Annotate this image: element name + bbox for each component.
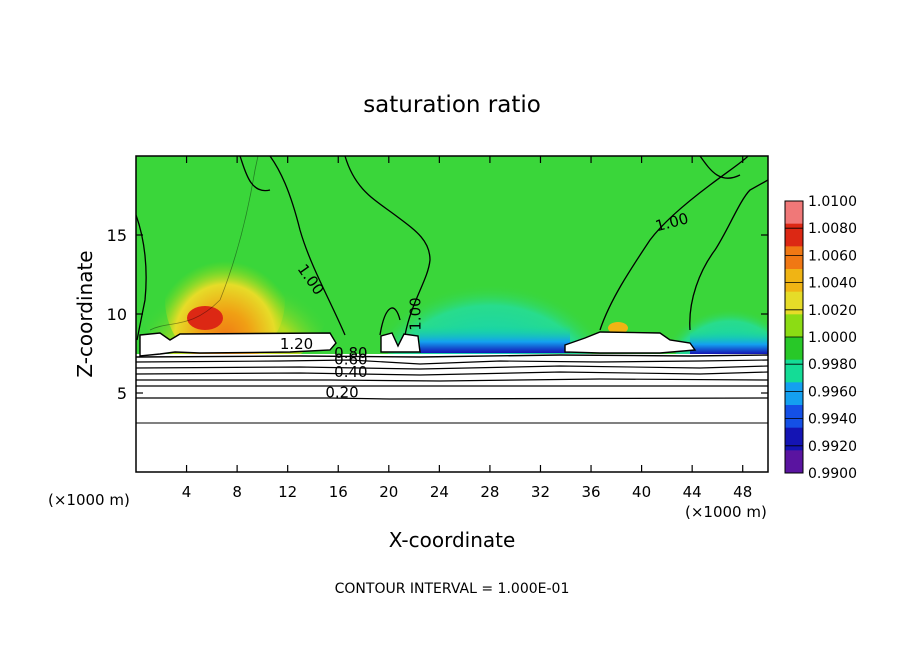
colorbar-tick-label: 0.9900 xyxy=(808,466,857,482)
field-blue-band-right xyxy=(690,330,768,354)
contour-lines xyxy=(136,156,768,341)
field-orange-spot-right xyxy=(608,322,628,334)
contour-label: 1.00 xyxy=(406,297,424,330)
colorbar-tick-label: 1.0060 xyxy=(808,248,857,264)
colorbar-tick-label: 1.0000 xyxy=(808,330,857,346)
contour-labels: 1.001.001.001.200.800.600.400.20 xyxy=(280,209,691,401)
colorbar: 1.0100 1.0080 1.0060 1.0040 1.0020 1.0000 0.99… xyxy=(784,194,857,482)
colorbar-swatch xyxy=(785,223,803,247)
field-orange-region xyxy=(165,235,285,365)
colorbar-swatch xyxy=(785,450,803,474)
colorbar-swatch xyxy=(785,314,803,338)
x-axis-ticks: 4 8 12 16 20 24 28 32 36 40 44 48 xyxy=(182,156,752,501)
colorbar-swatch xyxy=(785,382,803,406)
contour-label: 1.20 xyxy=(280,335,313,353)
stratification-lines xyxy=(136,354,768,424)
y-tick-label: 15 xyxy=(107,226,127,245)
colorbar-swatch xyxy=(785,269,803,293)
x-tick-label: 32 xyxy=(531,483,550,501)
x-tick-label: 16 xyxy=(329,483,348,501)
x-unit-label-left: (×1000 m) xyxy=(48,491,130,509)
colorbar-tick-label: 0.9980 xyxy=(808,357,857,373)
y-tick-label: 5 xyxy=(117,384,127,403)
colorbar-tick-label: 1.0100 xyxy=(808,194,857,210)
x-unit-label-right: (×1000 m) xyxy=(685,503,767,521)
cloud-region-left xyxy=(139,332,337,357)
colorbar-swatch xyxy=(785,427,803,451)
y-axis-ticks: 5 10 15 xyxy=(107,226,768,403)
cloud-region-mid xyxy=(380,332,421,353)
colorbar-swatch xyxy=(785,291,803,315)
x-tick-label: 36 xyxy=(581,483,600,501)
colorbar-tick-label: 1.0040 xyxy=(808,276,857,292)
colorbar-swatch xyxy=(785,201,803,225)
colorbar-tick-label: 0.9920 xyxy=(808,439,857,455)
y-tick-label: 10 xyxy=(107,305,127,324)
colorbar-swatch xyxy=(785,246,803,270)
x-axis-label: X-coordinate xyxy=(389,528,516,552)
x-tick-label: 8 xyxy=(232,483,242,501)
field-lower-white xyxy=(136,354,768,472)
x-tick-label: 4 xyxy=(182,483,192,501)
chart-title: saturation ratio xyxy=(363,92,541,118)
contour-label: 0.60 xyxy=(334,351,367,369)
colorbar-tick-label: 0.9960 xyxy=(808,384,857,400)
x-tick-label: 24 xyxy=(430,483,449,501)
cloud-region-right xyxy=(564,331,697,354)
contour-label: 0.80 xyxy=(334,344,367,362)
x-tick-label: 48 xyxy=(733,483,752,501)
colorbar-tick-label: 0.9940 xyxy=(808,412,857,428)
field-red-core xyxy=(187,306,223,330)
contour-label: 0.40 xyxy=(334,363,367,381)
plot-area xyxy=(136,156,768,472)
x-tick-label: 44 xyxy=(683,483,702,501)
colorbar-swatch xyxy=(785,337,803,361)
y-axis-label: Z-coordinate xyxy=(73,250,97,377)
contour-label: 0.20 xyxy=(325,384,358,402)
colorbar-swatch xyxy=(785,359,803,383)
colorbar-tick-label: 1.0020 xyxy=(808,303,857,319)
field-blue-band xyxy=(420,325,570,353)
x-tick-label: 28 xyxy=(480,483,499,501)
x-tick-label: 40 xyxy=(632,483,651,501)
colorbar-tick-label: 1.0080 xyxy=(808,221,857,237)
x-tick-label: 12 xyxy=(278,483,297,501)
x-tick-label: 20 xyxy=(379,483,398,501)
contour-interval-note: CONTOUR INTERVAL = 1.000E-01 xyxy=(335,581,570,597)
colorbar-swatch xyxy=(785,405,803,429)
